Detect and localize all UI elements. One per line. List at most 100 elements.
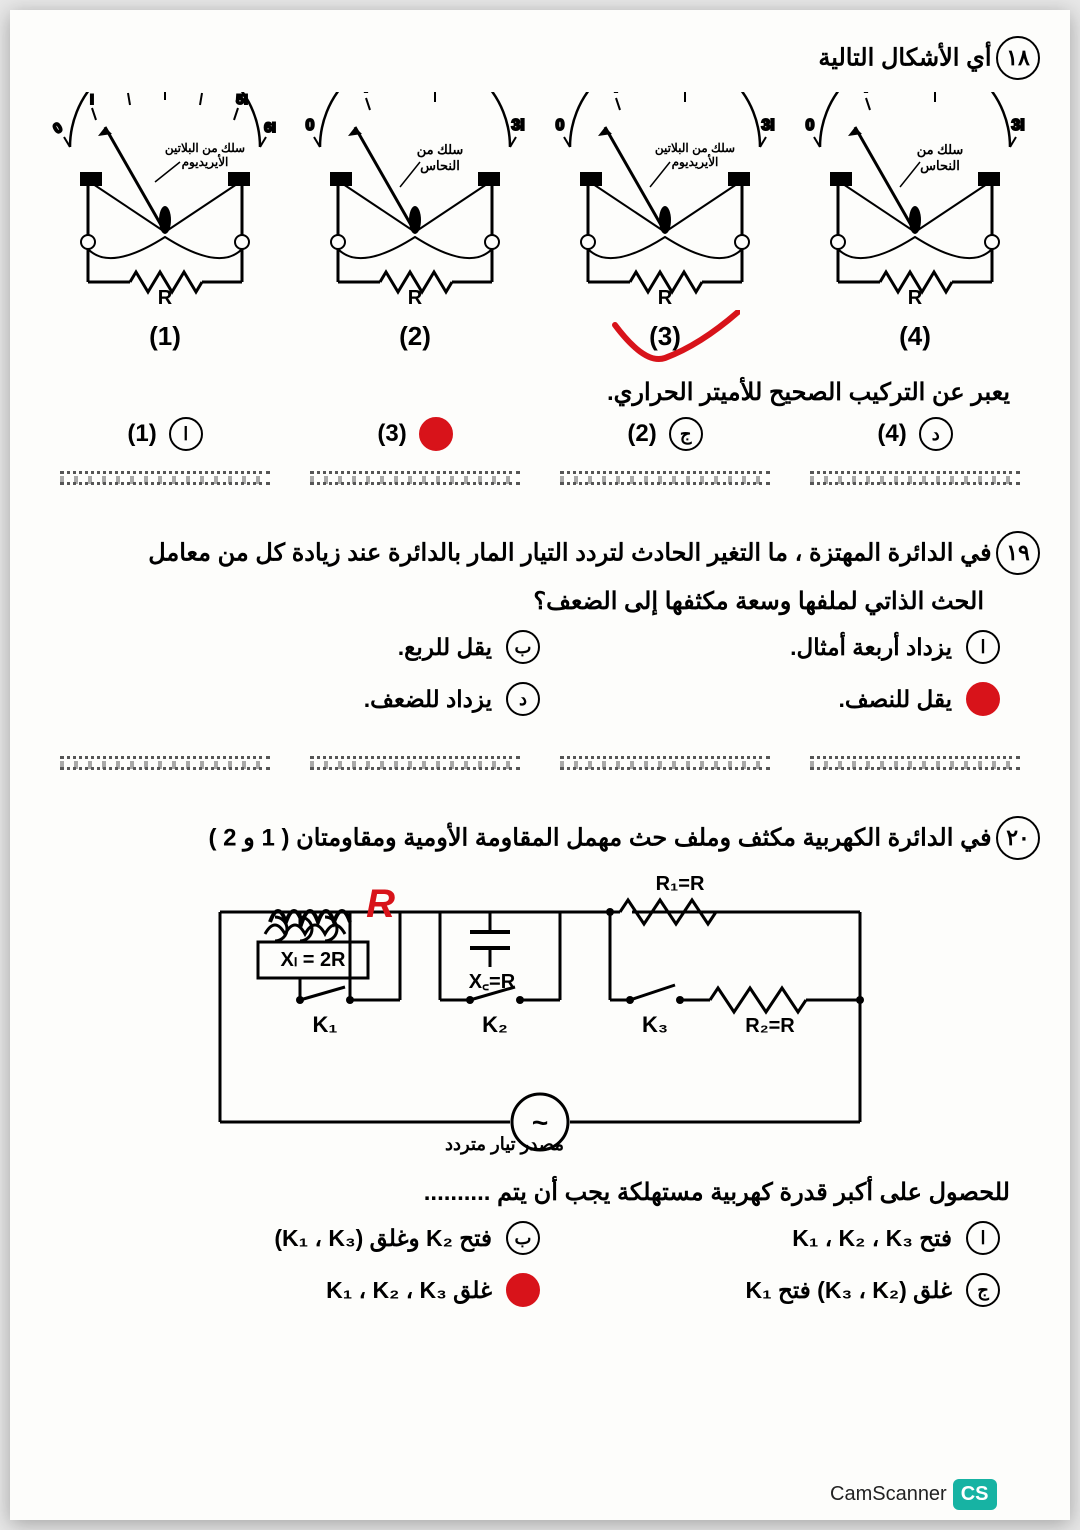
svg-text:R: R xyxy=(908,287,923,309)
q20-opt-d[interactable]: غلق K₁ ، K₂ ، K₃ xyxy=(80,1273,540,1307)
q18-diag-4: 0 I 2I 3I سلك من النحاس xyxy=(800,92,1030,352)
opt-letter-c: ج xyxy=(669,417,703,451)
opt-text: فتح K₁ ، K₂ ، K₃ xyxy=(792,1225,952,1252)
opt-letter: ج xyxy=(966,1273,1000,1307)
svg-text:R: R xyxy=(408,287,423,309)
q19-opt-c[interactable]: يقل للنصف. xyxy=(540,682,1000,716)
q19-opt-a[interactable]: ا يزداد أربعة أمثال. xyxy=(540,630,1000,664)
svg-text:الأيريديوم: الأيريديوم xyxy=(182,154,229,170)
svg-text:سلك من: سلك من xyxy=(917,142,964,158)
q20-number: ٢٠ xyxy=(996,816,1040,860)
K2-label: K₂ xyxy=(482,1012,508,1037)
q18-options: ا (1) (3) ج (2) د (4) xyxy=(40,417,1040,451)
svg-text:النحاس: النحاس xyxy=(420,158,460,174)
q18-opt-d[interactable]: د (4) xyxy=(877,417,952,451)
q19-options: ا يزداد أربعة أمثال. ب يقل للربع. يقل لل… xyxy=(80,630,1000,716)
svg-text:سلك من: سلك من xyxy=(417,142,464,158)
R1-label: R₁=R xyxy=(656,873,705,895)
q18-header: ١٨ أي الأشكال التالية xyxy=(40,36,1040,80)
svg-text:0: 0 xyxy=(806,117,815,134)
opt-letter-filled xyxy=(966,682,1000,716)
q18-diag-1-label: (1) xyxy=(50,321,280,352)
svg-text:I: I xyxy=(90,92,94,107)
svg-text:I: I xyxy=(614,92,618,96)
K1-label: K₁ xyxy=(313,1012,338,1037)
q20-opt-a[interactable]: ا فتح K₁ ، K₂ ، K₃ xyxy=(540,1221,1000,1255)
q19-number: ١٩ xyxy=(996,531,1040,575)
XL-label: Xₗ = 2R xyxy=(280,949,346,971)
separator-2 xyxy=(40,756,1040,786)
wire-label-1: سلك من البلاتين xyxy=(165,141,245,156)
q18-opt-b[interactable]: (3) xyxy=(377,417,452,451)
q20-header: ٢٠ في الدائرة الكهربية مكثف وملف حث مهمل… xyxy=(40,816,1040,860)
opt-text: يزداد أربعة أمثال. xyxy=(790,634,952,661)
source-label: مصدر تيار متردد xyxy=(445,1134,564,1155)
opt-letter: ب xyxy=(506,1221,540,1255)
opt-text: غلق K₁ ، K₂ ، K₃ xyxy=(326,1277,492,1304)
svg-text:R: R xyxy=(158,287,173,309)
svg-text:النحاس: النحاس xyxy=(920,158,960,174)
q20-opt-c[interactable]: ج غلق (K₃ ، K₂) فتح K₁ xyxy=(540,1273,1000,1307)
opt-text: (2) xyxy=(627,420,656,448)
q18-diag-4-label: (4) xyxy=(800,321,1030,352)
q18-diag-3: 0 I 2I 3I سلك من البلاتين الأيريديوم xyxy=(550,92,780,352)
K3-label: K₃ xyxy=(642,1012,668,1037)
svg-text:الأيريديوم: الأيريديوم xyxy=(672,154,719,170)
q18-title: أي الأشكال التالية xyxy=(818,45,991,72)
q18-opt-a[interactable]: ا (1) xyxy=(127,417,202,451)
svg-text:0: 0 xyxy=(556,117,565,134)
q19-opt-b[interactable]: ب يقل للربع. xyxy=(80,630,540,664)
opt-letter: ب xyxy=(506,630,540,664)
opt-text: (1) xyxy=(127,420,156,448)
opt-letter-d: د xyxy=(919,417,953,451)
separator-1 xyxy=(40,471,1040,501)
opt-letter: د xyxy=(506,682,540,716)
opt-text: (4) xyxy=(877,420,906,448)
svg-text:2I: 2I xyxy=(122,92,134,93)
q18-diagrams: 0 I 2I 3I 4I 5I 6I سلك من البلاتين الأير… xyxy=(40,92,1040,352)
svg-text:6I: 6I xyxy=(264,119,276,135)
svg-text:3I: 3I xyxy=(761,117,774,134)
q20-text: في الدائرة الكهربية مكثف وملف حث مهمل ال… xyxy=(208,825,991,852)
svg-text:0: 0 xyxy=(50,119,65,137)
opt-text: غلق (K₃ ، K₂) فتح K₁ xyxy=(745,1277,952,1304)
svg-text:I: I xyxy=(364,92,368,96)
q18-diag-1: 0 I 2I 3I 4I 5I 6I سلك من البلاتين الأير… xyxy=(50,92,280,352)
q18-diag-2: 0 I 2I 3I سلك من النحاس xyxy=(300,92,530,352)
svg-text:4I: 4I xyxy=(198,92,210,93)
q18-substmt: يعبر عن التركيب الصحيح للأميتر الحراري. xyxy=(70,378,1010,407)
camscanner-watermark: CS CamScanner xyxy=(830,1479,997,1510)
q18-number: ١٨ xyxy=(996,36,1040,80)
q18-opt-c[interactable]: ج (2) xyxy=(627,417,702,451)
camscan-badge: CS xyxy=(953,1479,997,1510)
svg-text:0: 0 xyxy=(306,117,315,134)
q20-stmt: للحصول على أكبر قدرة كهربية مستهلكة يجب … xyxy=(70,1178,1010,1207)
opt-letter: ا xyxy=(966,1221,1000,1255)
svg-text:I: I xyxy=(864,92,868,96)
q19-text2: الحث الذاتي لملفها وسعة مكثفها إلى الضعف… xyxy=(40,587,984,616)
opt-letter-a: ا xyxy=(169,417,203,451)
opt-letter: ا xyxy=(966,630,1000,664)
svg-text:3I: 3I xyxy=(511,117,524,134)
opt-text: يقل للنصف. xyxy=(838,686,952,713)
q18-diag-2-label: (2) xyxy=(300,321,530,352)
camscan-text: CamScanner xyxy=(830,1483,947,1506)
R2-label: R₂=R xyxy=(745,1015,795,1037)
q19-text1: في الدائرة المهتزة ، ما التغير الحادث لت… xyxy=(148,540,991,567)
q20-circuit: ~ مصدر تيار متردد Xₗ = 2R K₁ xyxy=(40,872,1040,1172)
opt-text: فتح K₂ وغلق (K₁ ، K₃) xyxy=(274,1225,492,1252)
q19-header: ١٩ في الدائرة المهتزة ، ما التغير الحادث… xyxy=(40,531,1040,575)
q20-opt-b[interactable]: ب فتح K₂ وغلق (K₁ ، K₃) xyxy=(80,1221,540,1255)
opt-text: (3) xyxy=(377,420,406,448)
q19-opt-d[interactable]: د يزداد للضعف. xyxy=(80,682,540,716)
opt-text: يقل للربع. xyxy=(398,634,492,661)
red-check-icon xyxy=(610,310,740,370)
q20-options: ا فتح K₁ ، K₂ ، K₃ ب فتح K₂ وغلق (K₁ ، K… xyxy=(80,1221,1000,1307)
svg-text:سلك من البلاتين: سلك من البلاتين xyxy=(655,141,735,156)
svg-text:R: R xyxy=(658,287,673,309)
opt-letter-filled xyxy=(506,1273,540,1307)
page: ١٨ أي الأشكال التالية 0 I 2I 3I 4I 5I 6I… xyxy=(10,10,1070,1520)
red-R-annotation: R xyxy=(366,882,395,926)
opt-text: يزداد للضعف. xyxy=(364,686,492,713)
svg-text:5I: 5I xyxy=(236,92,248,107)
